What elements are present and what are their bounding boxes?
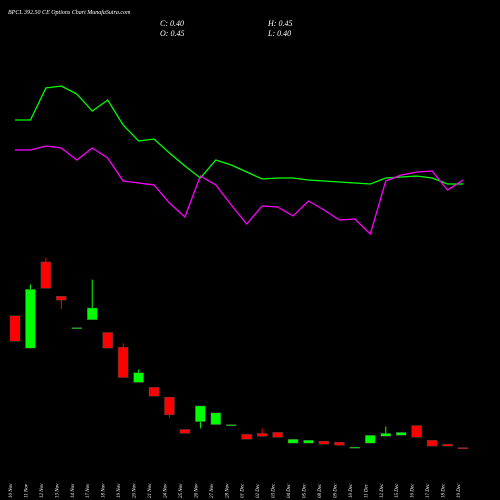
- candle-body: [334, 441, 345, 446]
- candle-body: [365, 435, 376, 444]
- x-tick-label: 15 Dec: [395, 483, 400, 498]
- candle-body: [148, 387, 160, 397]
- x-tick-label: 02 Dec: [256, 483, 261, 498]
- info-open: O: 0.45: [160, 29, 184, 38]
- x-tick-label: 17 Nov: [86, 483, 91, 498]
- candle-body: [179, 429, 191, 434]
- x-tick-label: 11 Nov: [24, 483, 29, 498]
- candle-body: [86, 307, 98, 320]
- x-tick-label: 27 Nov: [210, 483, 215, 498]
- x-tick-label: 10 Dec: [349, 483, 354, 498]
- indicator-line: [15, 145, 464, 236]
- x-tick-label: 11 Dec: [364, 483, 369, 498]
- candle-body: [287, 439, 299, 444]
- x-tick-label: 13 Nov: [55, 483, 60, 498]
- candle-body: [349, 446, 361, 449]
- candle-body: [40, 261, 52, 289]
- candle-body: [256, 433, 268, 437]
- candle-body: [71, 327, 83, 330]
- candle-body: [133, 372, 144, 383]
- x-tick-label: 09 Dec: [333, 483, 338, 498]
- indicator-line: [15, 85, 463, 185]
- x-tick-label: 12 Nov: [40, 483, 45, 498]
- candle-body: [318, 440, 330, 445]
- x-tick-label: 28 Nov: [225, 483, 230, 498]
- candle-body: [9, 315, 21, 342]
- candle-body: [210, 412, 222, 425]
- candle-body: [272, 432, 283, 438]
- candle-body: [102, 332, 113, 349]
- candle-body: [457, 447, 469, 450]
- x-tick-label: 19 Nov: [117, 483, 122, 498]
- candle-body: [395, 432, 407, 436]
- x-tick-label: 16 Dec: [411, 483, 416, 498]
- x-tick-label: 04 Dec: [287, 483, 292, 498]
- info-high: H: 0.45: [267, 19, 292, 28]
- candle-body: [426, 439, 438, 447]
- x-tick-label: 03 Dec: [272, 483, 277, 498]
- x-tick-label: 25 Nov: [179, 483, 184, 498]
- x-tick-label: 12 Dec: [380, 483, 385, 498]
- info-close: C: 0.40: [160, 19, 184, 28]
- candle-body: [241, 434, 252, 440]
- candle-body: [226, 424, 237, 427]
- candle-body: [164, 396, 175, 416]
- x-tick-label: 26 Nov: [194, 483, 199, 498]
- candle-body: [25, 289, 36, 349]
- chart-title: BPCL 392.50 CE Options Chart MunafaSutra…: [8, 9, 131, 16]
- x-tick-label: 19 Dec: [457, 483, 462, 498]
- x-tick-label: 21 Nov: [148, 483, 153, 498]
- x-tick-label: 17 Dec: [426, 483, 431, 498]
- x-tick-label: 05 Dec: [303, 483, 308, 498]
- x-tick-label: 18 Dec: [442, 483, 447, 498]
- info-low: L: 0.40: [267, 29, 291, 38]
- candle-body: [411, 425, 422, 438]
- candle-body: [303, 439, 314, 444]
- candle-body: [195, 405, 206, 422]
- x-tick-label: 01 Dec: [241, 483, 246, 498]
- candle-body: [380, 433, 392, 437]
- x-tick-label: 14 Nov: [71, 483, 76, 498]
- x-tick-label: 08 Dec: [318, 483, 323, 498]
- x-tick-label: 24 Nov: [163, 483, 168, 498]
- candle-body: [56, 295, 67, 301]
- x-tick-label: 10 Nov: [9, 483, 14, 498]
- candle-body: [442, 443, 453, 447]
- x-tick-label: 20 Nov: [133, 483, 138, 498]
- x-tick-label: 18 Nov: [102, 483, 107, 498]
- candle-body: [117, 346, 129, 378]
